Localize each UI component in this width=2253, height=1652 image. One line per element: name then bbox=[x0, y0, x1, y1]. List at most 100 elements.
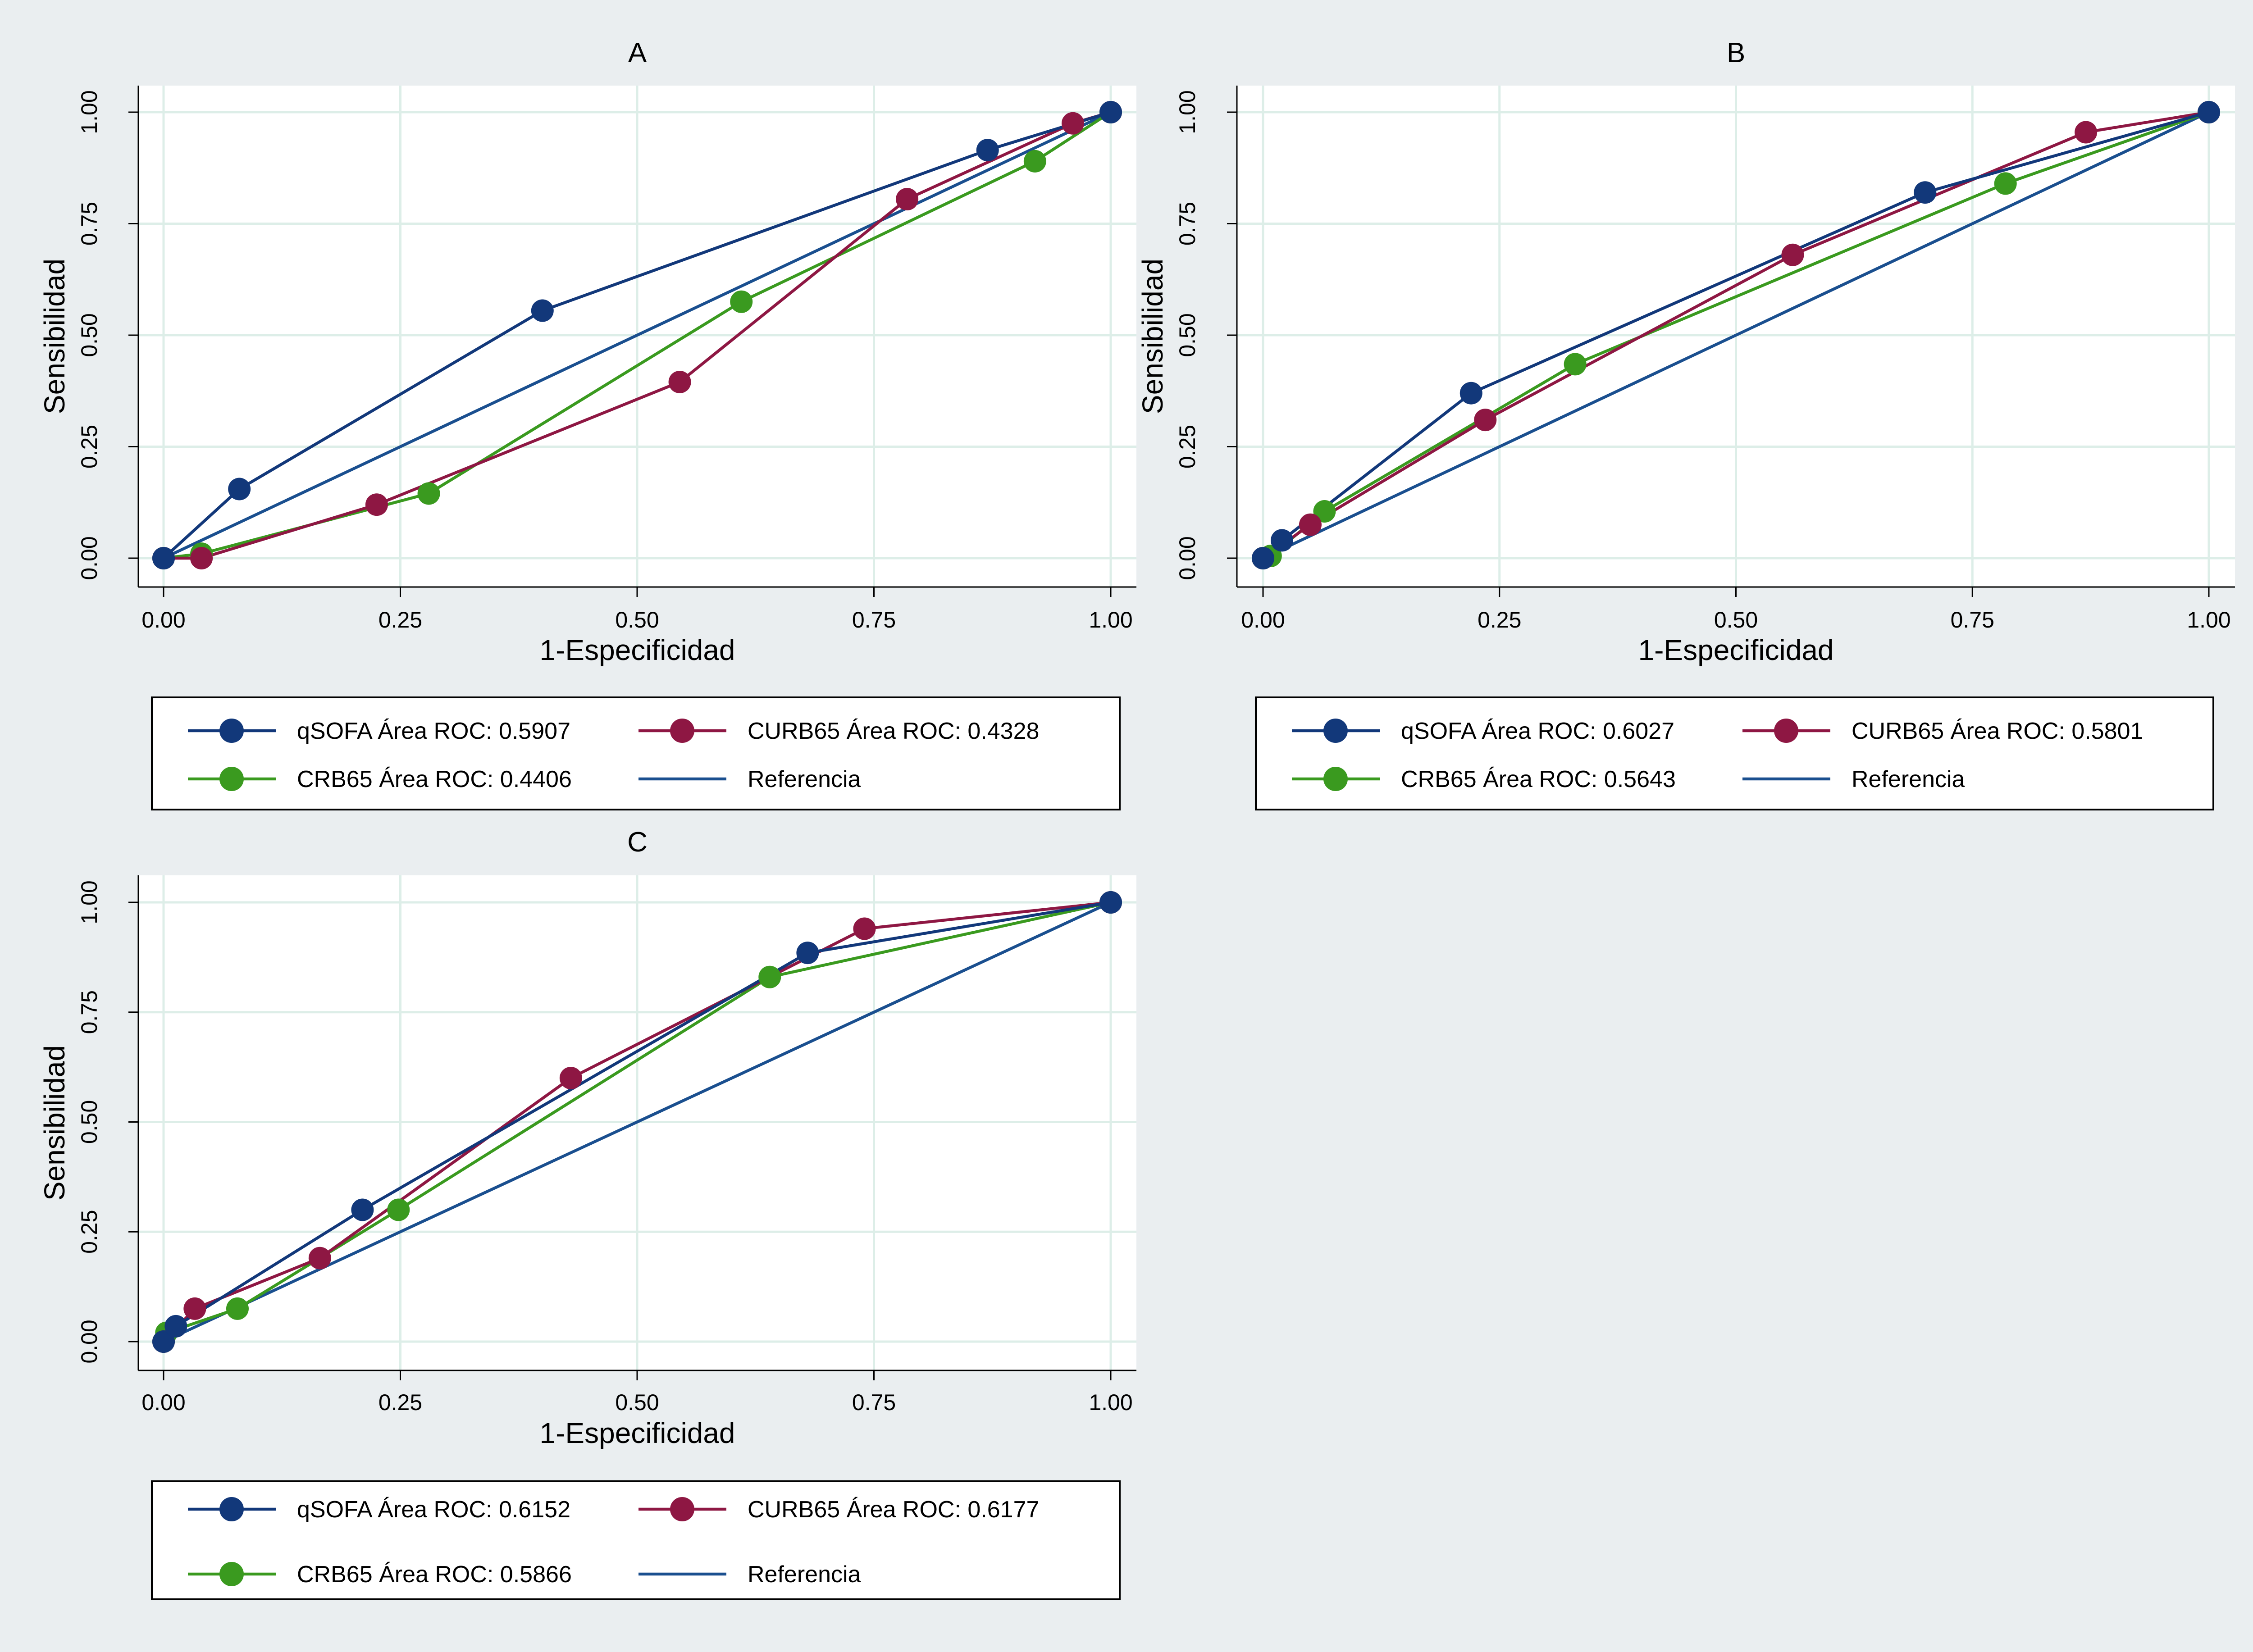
data-point-curb65 bbox=[1781, 243, 1804, 266]
legend-marker-qsofa bbox=[219, 719, 244, 743]
x-tick-label: 0.25 bbox=[379, 607, 422, 633]
x-tick-label: 0.00 bbox=[141, 607, 185, 633]
data-point-qsofa bbox=[351, 1198, 374, 1221]
legend-label-crb65: CRB65 Área ROC: 0.4406 bbox=[297, 766, 572, 792]
data-point-curb65 bbox=[183, 1297, 206, 1320]
data-point-crb65 bbox=[417, 482, 440, 505]
data-point-qsofa bbox=[164, 1315, 187, 1338]
y-tick-label: 0.50 bbox=[77, 1100, 102, 1144]
data-point-curb65 bbox=[365, 493, 388, 516]
y-tick-label: 1.00 bbox=[1175, 90, 1200, 134]
x-axis-label: 1-Especificidad bbox=[540, 1417, 735, 1449]
legend-box bbox=[151, 1480, 1121, 1600]
panel-title: C bbox=[627, 827, 648, 858]
legend-marker-qsofa bbox=[1323, 719, 1348, 743]
x-tick-label: 0.75 bbox=[1951, 607, 1994, 633]
roc-panel: 0.00 0.25 0.50 0.75 1.00 0.00 0.25 0.50 0.75 1.00… bbox=[38, 827, 1136, 1600]
series-line-reference bbox=[163, 111, 1112, 560]
legend-label-reference: Referencia bbox=[748, 766, 861, 792]
legend-label-crb65: CRB65 Área ROC: 0.5643 bbox=[1401, 766, 1676, 792]
x-tick-label: 1.00 bbox=[1089, 1390, 1132, 1415]
data-point-curb65 bbox=[190, 547, 213, 569]
data-point-curb65 bbox=[308, 1247, 331, 1270]
legend-label-qsofa: qSOFA Área ROC: 0.5907 bbox=[297, 718, 570, 744]
data-point-crb65 bbox=[387, 1198, 410, 1221]
y-tick-label: 0.75 bbox=[1175, 202, 1200, 246]
data-point-crb65 bbox=[1564, 353, 1587, 376]
data-point-curb65 bbox=[896, 188, 919, 211]
y-tick-label: 0.75 bbox=[77, 202, 102, 246]
data-point-qsofa bbox=[1099, 101, 1122, 123]
x-tick-label: 0.50 bbox=[1714, 607, 1758, 633]
data-point-qsofa bbox=[1252, 547, 1274, 569]
x-tick-label: 0.75 bbox=[852, 607, 896, 633]
data-point-qsofa bbox=[2198, 101, 2220, 123]
x-tick-label: 0.50 bbox=[615, 607, 659, 633]
data-point-qsofa bbox=[1914, 181, 1937, 204]
y-tick-label: 1.00 bbox=[77, 880, 102, 924]
x-tick-label: 0.00 bbox=[1241, 607, 1285, 633]
legend-marker-crb65 bbox=[219, 1562, 244, 1586]
roc-panel: 0.00 0.25 0.50 0.75 1.00 0.00 0.25 0.50 0.75 1.00… bbox=[1136, 37, 2235, 810]
data-point-crb65 bbox=[226, 1297, 249, 1320]
y-tick-label: 0.25 bbox=[77, 1210, 102, 1254]
x-tick-label: 0.00 bbox=[141, 1390, 185, 1415]
y-tick-label: 0.50 bbox=[77, 313, 102, 357]
x-tick-label: 0.25 bbox=[1478, 607, 1521, 633]
data-point-qsofa bbox=[152, 1330, 175, 1353]
legend-marker-crb65 bbox=[1323, 767, 1348, 791]
x-tick-label: 0.50 bbox=[615, 1390, 659, 1415]
data-point-qsofa bbox=[1459, 382, 1482, 405]
data-point-curb65 bbox=[1061, 112, 1084, 135]
y-axis-label: Sensibilidad bbox=[1136, 259, 1169, 414]
data-point-curb65 bbox=[559, 1067, 582, 1089]
data-point-crb65 bbox=[1023, 150, 1046, 173]
legend-label-curb65: CURB65 Área ROC: 0.6177 bbox=[748, 1497, 1039, 1523]
legend-label-qsofa: qSOFA Área ROC: 0.6152 bbox=[297, 1497, 570, 1523]
data-point-crb65 bbox=[1313, 500, 1336, 523]
data-point-curb65 bbox=[668, 370, 691, 393]
legend-marker-curb65 bbox=[670, 1497, 694, 1521]
legend-label-curb65: CURB65 Área ROC: 0.5801 bbox=[1852, 718, 2143, 744]
y-tick-label: 0.00 bbox=[1175, 536, 1200, 580]
data-point-qsofa bbox=[796, 942, 819, 965]
data-point-curb65 bbox=[1474, 409, 1497, 432]
data-point-qsofa bbox=[1099, 891, 1122, 914]
x-axis-label: 1-Especificidad bbox=[540, 634, 735, 666]
y-tick-label: 0.50 bbox=[1175, 313, 1200, 357]
legend-marker-curb65 bbox=[670, 719, 694, 743]
panel-title: A bbox=[628, 37, 647, 68]
legend-marker-qsofa bbox=[219, 1497, 244, 1521]
panel-title: B bbox=[1727, 37, 1745, 68]
y-tick-label: 0.00 bbox=[77, 1320, 102, 1363]
data-point-curb65 bbox=[1299, 513, 1322, 536]
x-tick-label: 1.00 bbox=[2187, 607, 2230, 633]
y-tick-label: 0.25 bbox=[1175, 425, 1200, 469]
legend-box bbox=[1255, 696, 2214, 810]
legend-label-curb65: CURB65 Área ROC: 0.4328 bbox=[748, 718, 1039, 744]
y-axis-label: Sensibilidad bbox=[38, 259, 71, 414]
data-point-curb65 bbox=[853, 917, 876, 940]
y-tick-label: 1.00 bbox=[77, 90, 102, 134]
series-line-reference bbox=[1262, 111, 2210, 560]
legend-label-reference: Referencia bbox=[748, 1561, 861, 1588]
data-point-crb65 bbox=[1994, 172, 2017, 195]
y-axis-label: Sensibilidad bbox=[38, 1045, 71, 1201]
data-point-qsofa bbox=[531, 299, 554, 322]
y-tick-label: 0.25 bbox=[77, 425, 102, 469]
legend-label-crb65: CRB65 Área ROC: 0.5866 bbox=[297, 1561, 572, 1588]
data-point-qsofa bbox=[228, 478, 251, 501]
roc-panel: 0.00 0.25 0.50 0.75 1.00 0.00 0.25 0.50 0.75 1.00… bbox=[38, 37, 1136, 810]
x-axis-label: 1-Especificidad bbox=[1638, 634, 1834, 666]
x-tick-label: 0.75 bbox=[852, 1390, 896, 1415]
legend-marker-crb65 bbox=[219, 767, 244, 791]
data-point-crb65 bbox=[758, 965, 781, 988]
data-point-crb65 bbox=[730, 290, 753, 313]
legend-label-qsofa: qSOFA Área ROC: 0.6027 bbox=[1401, 718, 1674, 744]
y-tick-label: 0.00 bbox=[77, 536, 102, 580]
data-point-qsofa bbox=[1270, 529, 1293, 552]
data-point-qsofa bbox=[976, 139, 999, 162]
x-tick-label: 1.00 bbox=[1089, 607, 1132, 633]
legend-marker-curb65 bbox=[1774, 719, 1798, 743]
